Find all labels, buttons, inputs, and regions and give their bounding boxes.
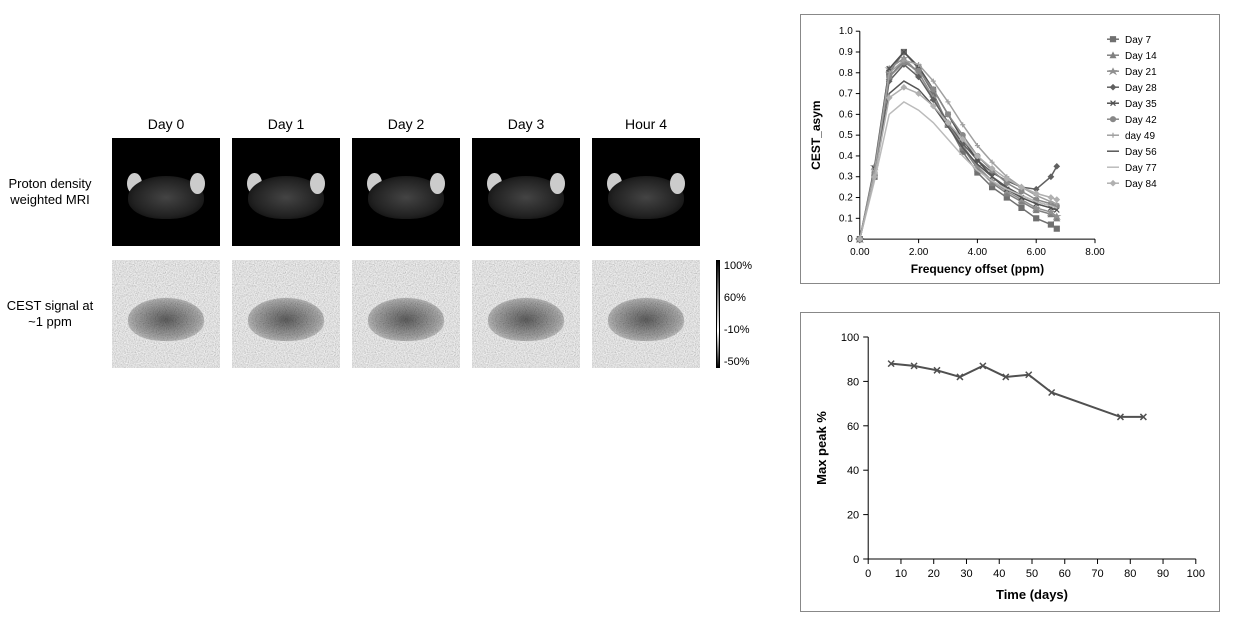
svg-text:1.0: 1.0 <box>839 26 853 37</box>
mri-image <box>112 138 220 246</box>
svg-text:90: 90 <box>1157 568 1169 580</box>
cest-image <box>352 260 460 368</box>
svg-text:day 49: day 49 <box>1125 131 1155 142</box>
svg-text:2.00: 2.00 <box>909 247 929 258</box>
svg-text:0.4: 0.4 <box>839 151 853 162</box>
svg-text:Frequency offset (ppm): Frequency offset (ppm) <box>911 262 1044 276</box>
col-header: Day 1 <box>232 116 340 132</box>
colorbar-label: -50% <box>724 356 752 368</box>
svg-text:0.00: 0.00 <box>850 247 870 258</box>
svg-text:20: 20 <box>928 568 940 580</box>
col-header: Hour 4 <box>592 116 700 132</box>
mri-image <box>352 138 460 246</box>
image-grid-panel: Day 0 Day 1 Day 2 Day 3 Hour 4 Proton de… <box>0 110 760 368</box>
cest-image <box>232 260 340 368</box>
image-grid: Day 0 Day 1 Day 2 Day 3 Hour 4 Proton de… <box>0 110 760 368</box>
col-header: Day 2 <box>352 116 460 132</box>
cest-image <box>472 260 580 368</box>
svg-text:CEST_asym: CEST_asym <box>809 100 823 169</box>
svg-text:80: 80 <box>847 376 859 388</box>
svg-text:0.6: 0.6 <box>839 109 853 120</box>
cest-asym-chart: 0.00 2.00 4.00 6.00 8.00 0 0.1 0.2 0.3 0.4 0.5 0.6 0… <box>800 14 1220 284</box>
svg-text:10: 10 <box>895 568 907 580</box>
svg-text:40: 40 <box>993 568 1005 580</box>
cest-image <box>592 260 700 368</box>
row-label-cest: CEST signal at ~1 ppm <box>0 298 100 329</box>
svg-text:8.00: 8.00 <box>1085 247 1105 258</box>
svg-text:0.8: 0.8 <box>839 68 853 79</box>
svg-text:4.00: 4.00 <box>968 247 988 258</box>
colorbar-label: -10% <box>724 324 752 336</box>
svg-text:Day 7: Day 7 <box>1125 35 1152 46</box>
svg-text:0.3: 0.3 <box>839 172 853 183</box>
svg-text:0.2: 0.2 <box>839 193 853 204</box>
svg-text:60: 60 <box>847 421 859 433</box>
svg-text:Day 56: Day 56 <box>1125 147 1157 158</box>
svg-text:Max peak %: Max peak % <box>814 411 829 485</box>
svg-text:Day 35: Day 35 <box>1125 99 1157 110</box>
svg-text:6.00: 6.00 <box>1026 247 1046 258</box>
svg-text:Time (days): Time (days) <box>996 587 1068 602</box>
svg-text:70: 70 <box>1091 568 1103 580</box>
svg-text:100: 100 <box>1187 568 1205 580</box>
mri-image <box>472 138 580 246</box>
svg-text:50: 50 <box>1026 568 1038 580</box>
svg-text:0.7: 0.7 <box>839 89 853 100</box>
svg-text:30: 30 <box>960 568 972 580</box>
svg-text:0.9: 0.9 <box>839 47 853 58</box>
svg-text:Day 28: Day 28 <box>1125 83 1157 94</box>
mri-image <box>592 138 700 246</box>
svg-text:60: 60 <box>1059 568 1071 580</box>
svg-text:Day 84: Day 84 <box>1125 179 1157 190</box>
svg-text:80: 80 <box>1124 568 1136 580</box>
svg-text:Day 21: Day 21 <box>1125 67 1157 78</box>
svg-text:0: 0 <box>853 554 859 566</box>
svg-text:0: 0 <box>847 234 853 245</box>
svg-text:40: 40 <box>847 465 859 477</box>
svg-text:0.1: 0.1 <box>839 213 853 224</box>
svg-text:100: 100 <box>841 332 859 344</box>
col-header: Day 0 <box>112 116 220 132</box>
svg-text:0: 0 <box>865 568 871 580</box>
svg-text:0.5: 0.5 <box>839 130 853 141</box>
svg-text:Day 14: Day 14 <box>1125 51 1157 62</box>
mri-image <box>232 138 340 246</box>
svg-text:20: 20 <box>847 510 859 522</box>
colorbar-label: 100% <box>724 260 752 272</box>
colorbar-label: 60% <box>724 292 752 304</box>
svg-text:Day 42: Day 42 <box>1125 115 1157 126</box>
colorbar: 100% 60% -10% -50% <box>712 260 752 368</box>
row-label-mri: Proton density weighted MRI <box>0 176 100 207</box>
cest-image <box>112 260 220 368</box>
svg-text:Day 77: Day 77 <box>1125 163 1157 174</box>
col-header: Day 3 <box>472 116 580 132</box>
max-peak-chart: 0 10 20 30 40 50 60 70 80 90 100 0 20 40 60 80 100 Time (… <box>800 312 1220 612</box>
